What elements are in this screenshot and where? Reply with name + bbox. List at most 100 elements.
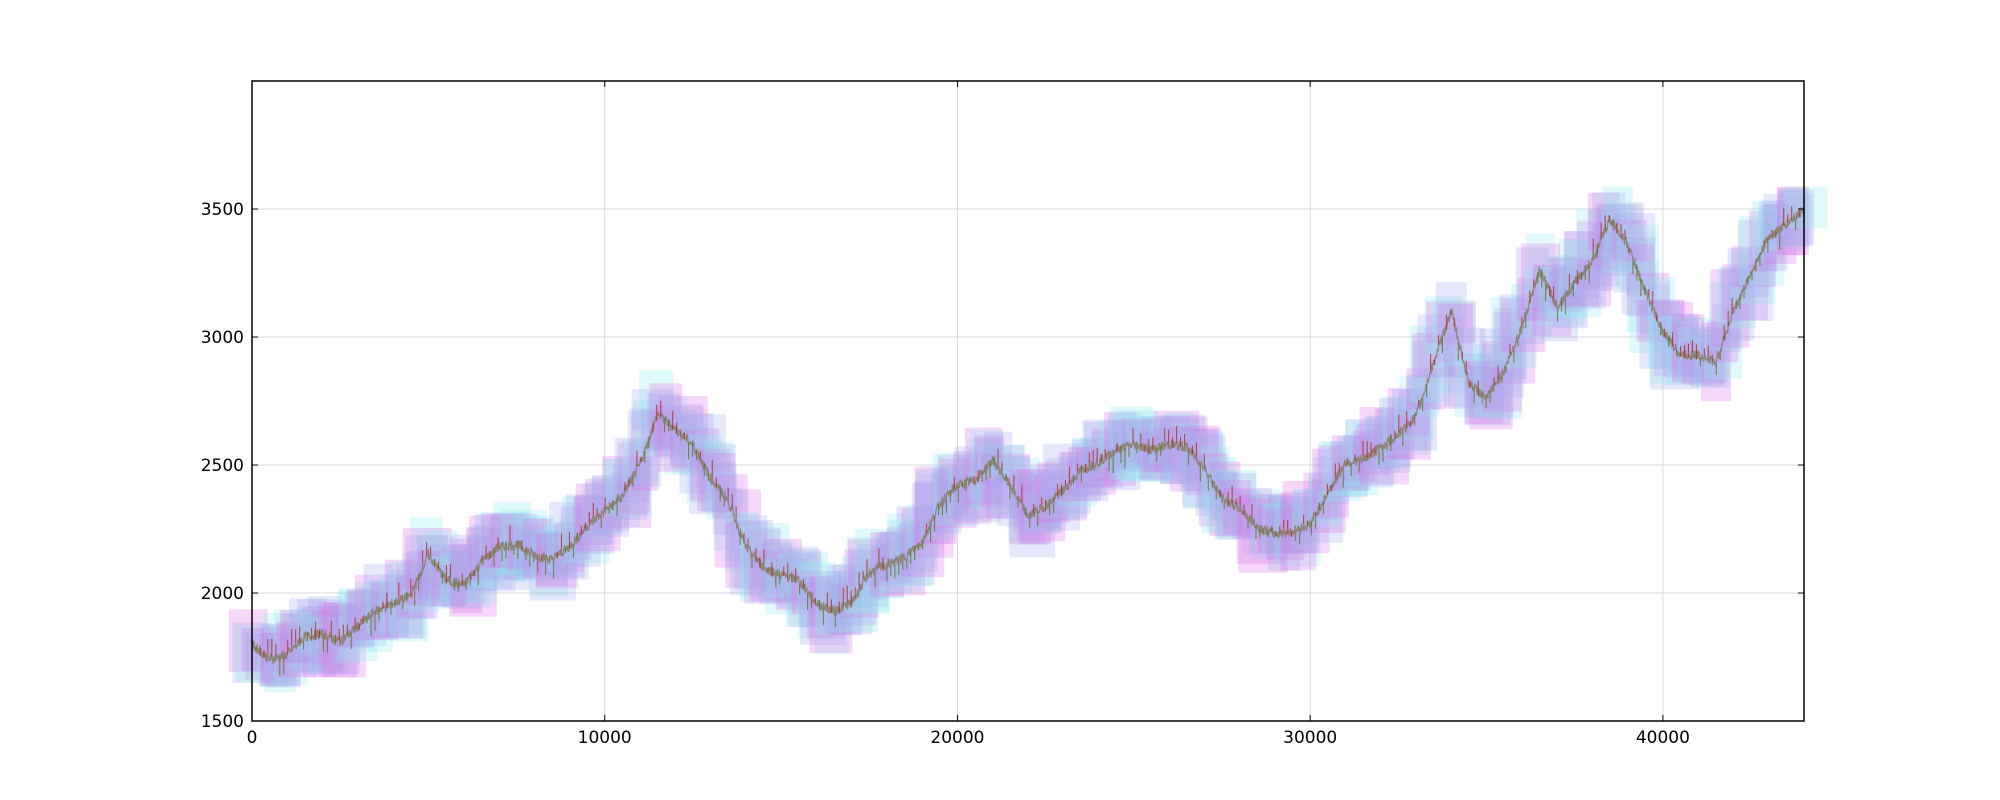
envelope-band-block (1342, 434, 1379, 496)
envelope-band-block (1280, 499, 1318, 554)
envelope-band-block (330, 604, 363, 647)
envelope-band-block (1636, 299, 1685, 342)
envelope-band-block (1068, 446, 1117, 495)
envelope-band-block (396, 574, 435, 618)
envelope-band-block (985, 477, 1033, 519)
envelope-band-block (1417, 314, 1464, 379)
envelope-band-block (1435, 282, 1467, 331)
envelope-band-block (1425, 301, 1476, 343)
envelope-band-block (797, 561, 836, 639)
envelope-band-block (273, 609, 308, 685)
envelope-band-block (416, 535, 449, 602)
envelope-band-block (847, 539, 898, 587)
envelope-band-block (1479, 328, 1525, 398)
envelope-band-block (263, 613, 296, 693)
envelope-band-block (1494, 307, 1527, 380)
envelope-band-block (236, 626, 278, 683)
envelope-bands (228, 186, 1828, 693)
envelope-band-block (1210, 471, 1239, 520)
y-tick-label: 1500 (201, 712, 244, 732)
y-tick-label: 2500 (201, 456, 244, 476)
envelope-band-block (1249, 494, 1279, 554)
envelope-band-block (734, 549, 785, 590)
envelope-band-block (445, 551, 486, 603)
envelope-band-block (1258, 503, 1291, 550)
envelope-band-block (1727, 247, 1774, 322)
envelope-band-block (996, 455, 1031, 527)
envelope-band-block (1280, 492, 1317, 571)
envelope-band-block (440, 553, 478, 603)
envelope-band-block (259, 623, 298, 686)
envelope-band-block (980, 453, 1031, 509)
envelope-band-block (1710, 269, 1750, 348)
envelope-band-block (670, 413, 714, 466)
envelope-band-block (602, 458, 641, 527)
envelope-band-block (379, 574, 422, 635)
envelope-band-block (1171, 423, 1202, 473)
envelope-band-block (1329, 441, 1368, 498)
envelope-band-block (1532, 264, 1572, 337)
envelope-band-block (1464, 378, 1511, 426)
envelope-band-block (475, 514, 516, 577)
envelope-band-block (1180, 428, 1223, 492)
y-tick-label: 3000 (201, 328, 244, 348)
envelope-band-block (1222, 488, 1273, 535)
envelope-band-block (1551, 267, 1588, 329)
x-tick-label: 0 (247, 728, 258, 748)
envelope-band-block (441, 546, 480, 609)
x-tick-label: 20000 (930, 728, 984, 748)
envelope-band-block (1721, 264, 1768, 321)
envelope-band-block (1626, 244, 1655, 298)
envelope-band-block (1411, 340, 1441, 410)
envelope-band-block (1784, 186, 1828, 229)
envelope-band-block (937, 454, 985, 520)
envelope-band-block (479, 511, 526, 582)
envelope-band-block (516, 531, 558, 576)
envelope-band-block (1588, 209, 1620, 287)
envelope-band-block (1251, 488, 1281, 560)
envelope-band-block (402, 527, 452, 589)
envelope-band-block (725, 521, 768, 589)
envelope-band-block (1669, 324, 1699, 373)
envelope-band-block (886, 526, 926, 596)
envelope-band-block (1443, 327, 1486, 377)
envelope-band-block (1009, 469, 1045, 545)
envelope-band-block (1303, 472, 1346, 533)
price-line-layer (251, 206, 1805, 676)
envelope-band-block (1282, 481, 1330, 554)
envelope-band-block (1013, 474, 1062, 534)
envelope-band-block (763, 538, 803, 601)
envelope-band-block (549, 501, 589, 580)
envelope-band-block (1313, 456, 1349, 505)
envelope-band-block (1597, 204, 1637, 277)
envelope-band-block (1738, 220, 1770, 297)
envelope-band-block (1464, 360, 1504, 424)
envelope-band-block (493, 501, 532, 577)
envelope-band-block (761, 542, 793, 592)
envelope-band-block (1703, 331, 1742, 379)
envelope-band-block (465, 527, 501, 582)
envelope-band-block (724, 512, 759, 572)
plot-frame (251, 80, 1805, 722)
envelope-band-block (911, 483, 949, 545)
envelope-band-block (1215, 473, 1257, 540)
envelope-band-block (346, 589, 389, 634)
envelope-band-block (831, 572, 879, 633)
envelope-band-block (739, 523, 790, 603)
envelope-band-block (1616, 224, 1660, 290)
envelope-band-block (1258, 507, 1299, 554)
envelope-band-block (1071, 437, 1103, 494)
envelope-band-block (1268, 496, 1313, 554)
envelope-band-block (1274, 498, 1321, 567)
grid-layer (251, 81, 1804, 722)
envelope-band-block (503, 526, 534, 581)
envelope-band-block (1292, 488, 1341, 529)
envelope-band-block (1019, 481, 1052, 545)
envelope-band-block (513, 515, 555, 583)
envelope-band-block (1436, 350, 1485, 394)
envelope-band-block (302, 606, 337, 677)
envelope-band-block (493, 512, 531, 590)
envelope-band-block (1345, 420, 1395, 486)
